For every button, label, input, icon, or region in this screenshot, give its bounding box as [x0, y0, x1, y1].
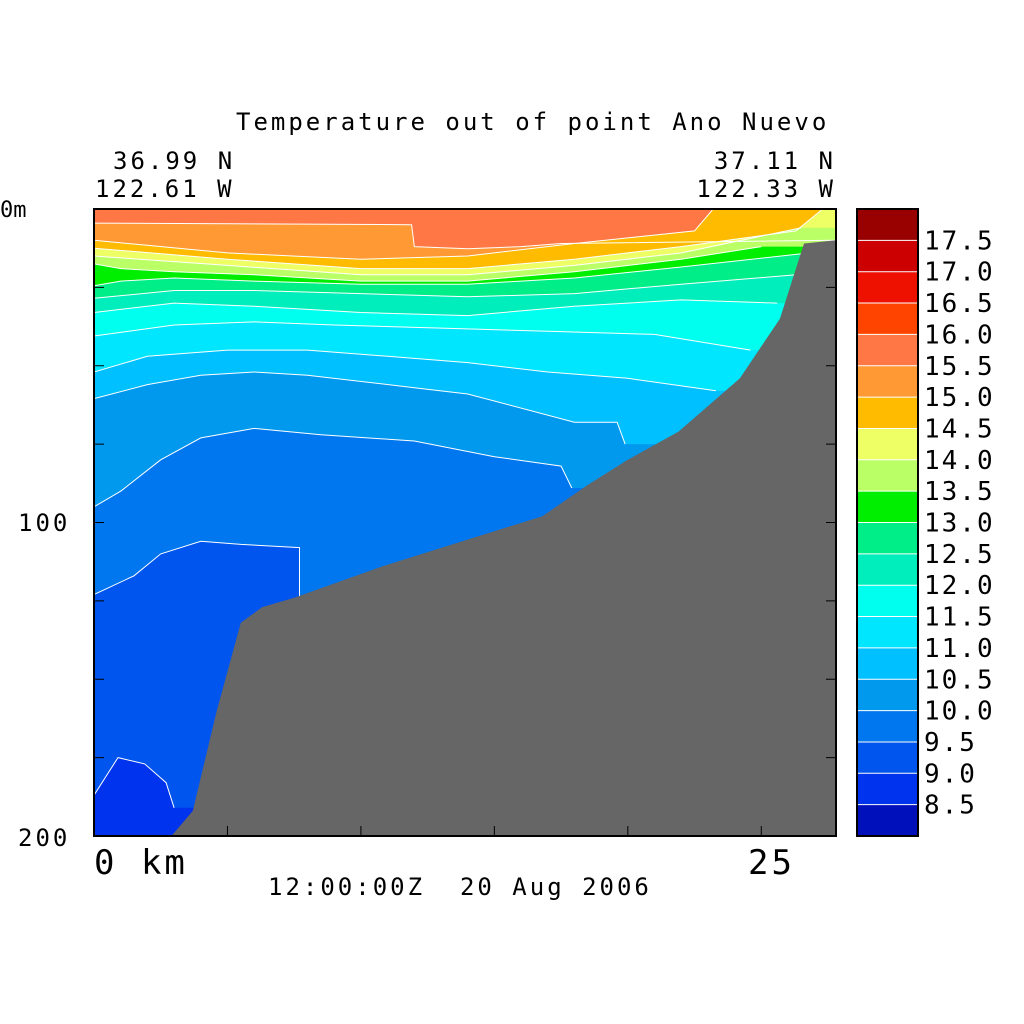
colorbar-label: 12.5: [924, 540, 995, 570]
end-latitude: 37.11 N: [713, 147, 836, 175]
colorbar-swatch: [857, 741, 918, 774]
isotherm-line: [94, 427, 573, 508]
colorbar-swatch: [857, 710, 918, 743]
colorbar-label: 11.5: [924, 603, 995, 633]
colorbar-swatch: [857, 491, 918, 523]
colorbar-swatch: [857, 522, 918, 555]
colorbar-label: 15.0: [924, 383, 995, 413]
end-longitude: 122.33 W: [696, 175, 836, 203]
colorbar-label: 15.5: [924, 352, 995, 382]
colorbar-label: 17.5: [924, 226, 995, 256]
colorbar-label: 14.0: [924, 446, 995, 476]
colorbar-label: 9.5: [924, 728, 977, 758]
colorbar-label: 9.0: [924, 759, 977, 789]
isotherm-line: [94, 246, 762, 282]
colorbar-label: 14.5: [924, 415, 995, 445]
colorbar-swatch: [857, 804, 918, 837]
start-longitude: 122.61 W: [95, 175, 235, 203]
colorbar-label: 10.5: [924, 665, 995, 695]
start-latitude: 36.99 N: [113, 147, 236, 175]
colorbar-label: 8.5: [924, 791, 977, 821]
colorbar-swatch: [857, 365, 918, 398]
isotherm-line: [94, 227, 802, 276]
colorbar-label: 11.0: [924, 634, 995, 664]
colorbar-swatch: [857, 553, 918, 586]
colorbar-swatch: [857, 240, 918, 273]
colorbar-label: 10.0: [924, 697, 995, 727]
colorbar-swatch: [857, 209, 918, 241]
isotherm-line: [94, 222, 836, 250]
colorbar-label: 16.0: [924, 320, 995, 350]
y-axis-top-label: 0m: [0, 198, 27, 223]
colorbar-label: 13.5: [924, 477, 995, 507]
isotherm-line: [94, 321, 751, 351]
isotherm-line: [94, 299, 778, 317]
isotherm-line: [94, 349, 716, 392]
colorbar-swatch: [857, 647, 918, 680]
y-tick-label: 100: [18, 509, 71, 537]
isotherm-line: [94, 209, 714, 260]
colorbar-swatch: [857, 616, 918, 649]
colorbar-label: 12.0: [924, 571, 995, 601]
y-tick-label: 200: [18, 824, 71, 852]
colorbar-label: 13.0: [924, 509, 995, 539]
colorbar-swatch: [857, 334, 918, 367]
x-tick-label: 25: [748, 843, 795, 883]
colorbar-label: 16.5: [924, 289, 995, 319]
isotherm-line: [94, 252, 810, 287]
colorbar-swatch: [857, 271, 918, 304]
colorbar-swatch: [857, 303, 918, 335]
colorbar-swatch: [857, 585, 918, 618]
isotherm-line: [94, 209, 824, 270]
colorbar-swatch: [857, 397, 918, 429]
isotherm-line: [94, 371, 626, 445]
chart-title: Temperature out of point Ano Nuevo: [236, 108, 830, 136]
isotherm-line: [94, 757, 175, 808]
x-tick-label: 0 km: [94, 843, 188, 883]
colorbar-swatch: [857, 428, 918, 461]
isotherm-line: [94, 540, 300, 604]
colorbar-swatch: [857, 679, 918, 712]
isotherm-line: [94, 274, 797, 299]
colorbar-label: 17.0: [924, 258, 995, 288]
timestamp: 12:00:00Z 20 Aug 2006: [268, 873, 652, 901]
colorbar-swatch: [857, 773, 918, 806]
colorbar-swatch: [857, 459, 918, 492]
colorbar-frame: [856, 208, 919, 837]
seafloor-bathymetry: [171, 240, 836, 836]
